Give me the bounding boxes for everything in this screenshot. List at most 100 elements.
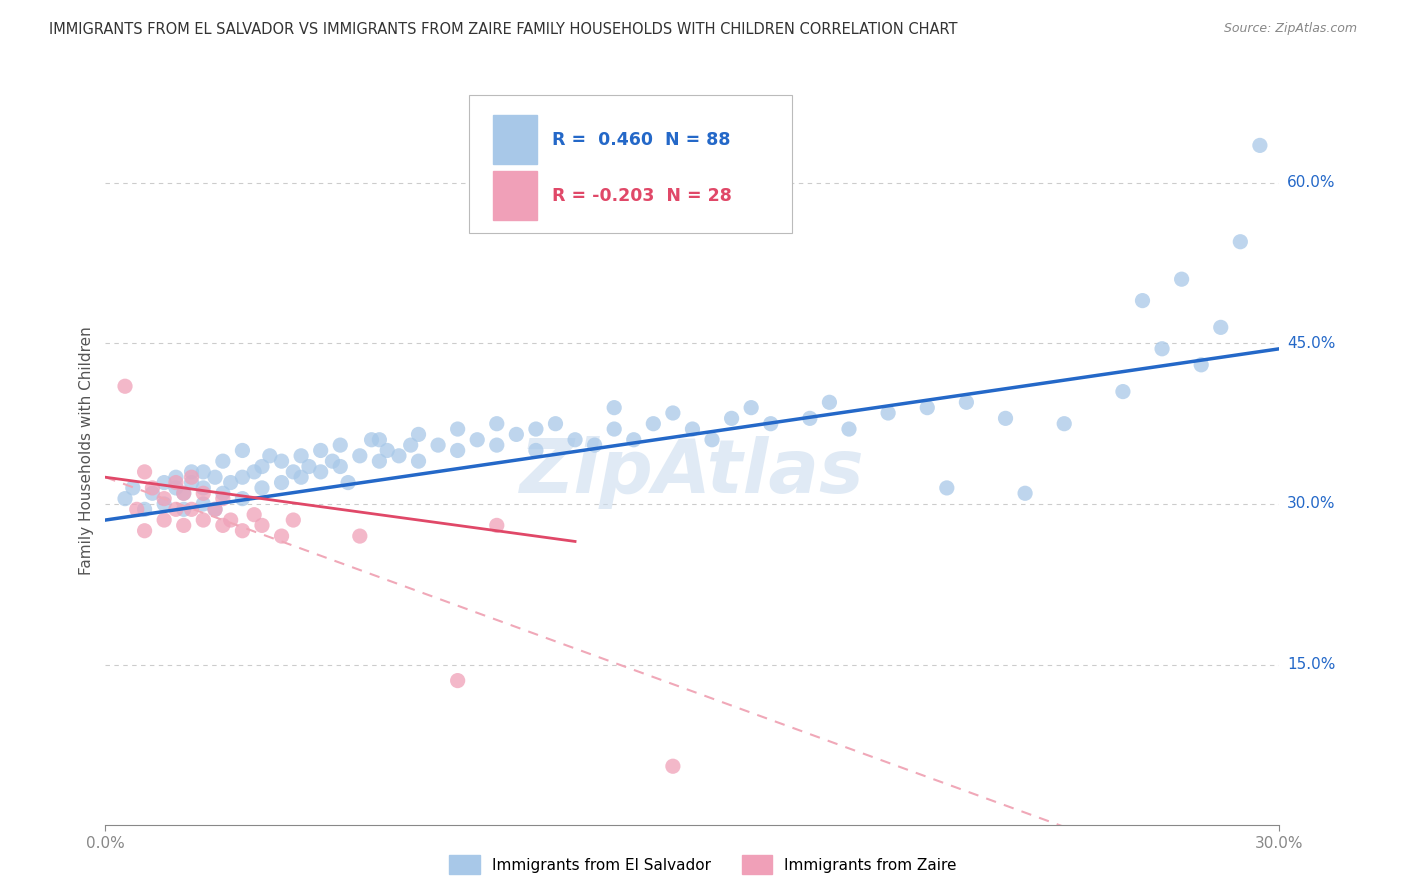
Point <box>231 524 253 538</box>
Point <box>153 513 176 527</box>
Point <box>270 475 292 490</box>
Point <box>485 518 508 533</box>
Point <box>1112 384 1135 399</box>
Point <box>153 475 176 490</box>
Point <box>447 673 470 688</box>
Point <box>270 454 292 468</box>
Point <box>408 454 430 468</box>
Point <box>349 449 371 463</box>
Point <box>465 433 488 447</box>
Point <box>388 449 411 463</box>
Point <box>231 443 253 458</box>
Point <box>283 465 305 479</box>
Bar <box>494 171 537 220</box>
Point <box>799 411 821 425</box>
Point <box>193 486 215 500</box>
Point <box>270 529 292 543</box>
Point <box>153 491 176 506</box>
Point <box>141 486 163 500</box>
Point <box>173 502 195 516</box>
Point <box>682 422 704 436</box>
Point <box>368 454 391 468</box>
Text: ZipAtlas: ZipAtlas <box>520 436 865 509</box>
Point <box>408 427 430 442</box>
Point <box>165 470 187 484</box>
Point <box>1209 320 1232 334</box>
Text: R = -0.203  N = 28: R = -0.203 N = 28 <box>551 186 731 204</box>
Point <box>180 475 202 490</box>
Point <box>204 502 226 516</box>
Point <box>375 443 398 458</box>
Bar <box>494 115 537 164</box>
Point <box>321 454 343 468</box>
Point <box>368 433 391 447</box>
Point <box>153 497 176 511</box>
Point <box>838 422 860 436</box>
Point <box>643 417 665 431</box>
Point <box>165 502 187 516</box>
Point <box>935 481 957 495</box>
Point <box>740 401 762 415</box>
Point <box>231 491 253 506</box>
Point <box>114 491 136 506</box>
Text: 60.0%: 60.0% <box>1288 176 1336 190</box>
Point <box>337 475 360 490</box>
Point <box>180 465 202 479</box>
FancyBboxPatch shape <box>470 95 792 233</box>
Point <box>114 379 136 393</box>
Point <box>700 433 723 447</box>
Point <box>165 481 187 495</box>
Point <box>505 427 527 442</box>
Point <box>180 470 202 484</box>
Point <box>173 486 195 500</box>
Point <box>134 524 156 538</box>
Point <box>1189 358 1212 372</box>
Legend: Immigrants from El Salvador, Immigrants from Zaire: Immigrants from El Salvador, Immigrants … <box>443 849 963 880</box>
Point <box>1170 272 1192 286</box>
Point <box>243 508 266 522</box>
Point <box>955 395 977 409</box>
Point <box>877 406 900 420</box>
Point <box>447 422 470 436</box>
Point <box>259 449 281 463</box>
Point <box>250 459 273 474</box>
Point <box>193 497 215 511</box>
Point <box>134 465 156 479</box>
Point <box>485 417 508 431</box>
Point <box>290 449 312 463</box>
Point <box>818 395 841 409</box>
Point <box>1053 417 1076 431</box>
Point <box>211 454 233 468</box>
Point <box>193 465 215 479</box>
Point <box>360 433 382 447</box>
Point <box>623 433 645 447</box>
Point <box>211 518 233 533</box>
Point <box>250 518 273 533</box>
Point <box>134 502 156 516</box>
Point <box>250 481 273 495</box>
Point <box>662 759 685 773</box>
Point <box>193 481 215 495</box>
Text: IMMIGRANTS FROM EL SALVADOR VS IMMIGRANTS FROM ZAIRE FAMILY HOUSEHOLDS WITH CHIL: IMMIGRANTS FROM EL SALVADOR VS IMMIGRANT… <box>49 22 957 37</box>
Point <box>219 475 242 490</box>
Point <box>204 502 226 516</box>
Point <box>173 486 195 500</box>
Point <box>211 486 233 500</box>
Point <box>329 459 352 474</box>
Point <box>329 438 352 452</box>
Point <box>524 422 547 436</box>
Point <box>204 470 226 484</box>
Point <box>399 438 422 452</box>
Point <box>662 406 685 420</box>
Point <box>1014 486 1036 500</box>
Text: R =  0.460  N = 88: R = 0.460 N = 88 <box>551 130 730 148</box>
Point <box>298 459 321 474</box>
Point <box>603 422 626 436</box>
Point <box>219 513 242 527</box>
Point <box>290 470 312 484</box>
Y-axis label: Family Households with Children: Family Households with Children <box>79 326 94 574</box>
Point <box>121 481 143 495</box>
Point <box>141 481 163 495</box>
Point <box>211 491 233 506</box>
Point <box>544 417 567 431</box>
